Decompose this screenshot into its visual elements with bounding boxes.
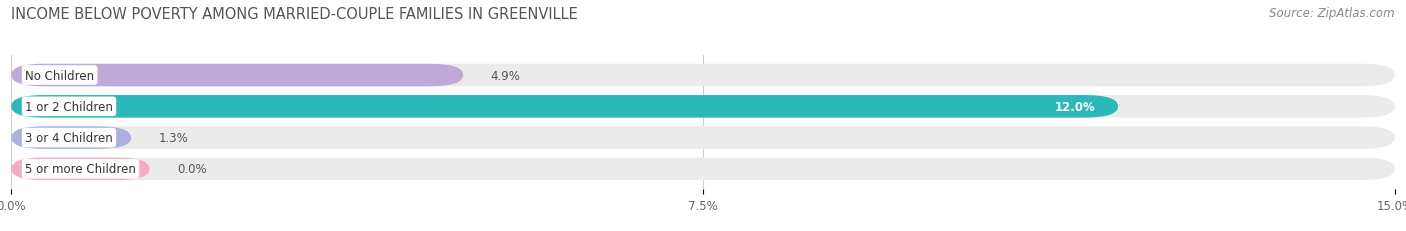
FancyBboxPatch shape (11, 64, 1395, 87)
FancyBboxPatch shape (11, 127, 131, 149)
Text: 3 or 4 Children: 3 or 4 Children (25, 131, 112, 144)
Text: 1.3%: 1.3% (159, 131, 188, 144)
Text: INCOME BELOW POVERTY AMONG MARRIED-COUPLE FAMILIES IN GREENVILLE: INCOME BELOW POVERTY AMONG MARRIED-COUPL… (11, 7, 578, 22)
Text: 1 or 2 Children: 1 or 2 Children (25, 100, 112, 113)
FancyBboxPatch shape (11, 158, 149, 180)
FancyBboxPatch shape (11, 127, 1395, 149)
FancyBboxPatch shape (11, 64, 463, 87)
FancyBboxPatch shape (11, 96, 1395, 118)
FancyBboxPatch shape (11, 96, 1118, 118)
Text: 4.9%: 4.9% (491, 69, 520, 82)
FancyBboxPatch shape (11, 158, 1395, 180)
Text: Source: ZipAtlas.com: Source: ZipAtlas.com (1270, 7, 1395, 20)
Text: No Children: No Children (25, 69, 94, 82)
Text: 0.0%: 0.0% (177, 163, 207, 176)
Text: 5 or more Children: 5 or more Children (25, 163, 136, 176)
Text: 12.0%: 12.0% (1054, 100, 1095, 113)
